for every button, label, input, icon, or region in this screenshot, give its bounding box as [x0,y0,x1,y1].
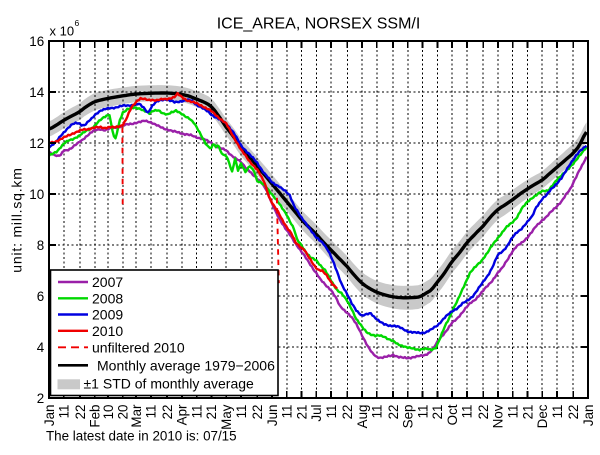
svg-text:22: 22 [476,405,491,420]
svg-text:2009: 2009 [92,307,123,323]
svg-text:21: 21 [430,405,445,420]
svg-text:21: 21 [204,405,219,420]
svg-text:Nov: Nov [491,404,506,428]
svg-text:22: 22 [386,405,401,420]
svg-text:22: 22 [160,405,175,420]
svg-text:11: 11 [370,405,385,419]
svg-text:Apr: Apr [175,404,190,425]
svg-text:22: 22 [250,405,265,420]
svg-text:Jul: Jul [309,404,324,421]
svg-text:Feb: Feb [88,405,103,428]
svg-text:6: 6 [75,18,80,28]
svg-text:±1 STD of monthly average: ±1 STD of monthly average [84,376,255,392]
svg-text:2007: 2007 [92,274,123,290]
svg-text:2: 2 [37,391,44,406]
svg-text:Oct: Oct [445,404,460,425]
svg-text:11: 11 [415,405,430,419]
svg-text:Aug: Aug [355,405,370,429]
svg-text:21: 21 [520,405,535,420]
svg-text:ICE_AREA, NORSEX SSM/I: ICE_AREA, NORSEX SSM/I [217,16,421,33]
svg-text:11: 11 [234,405,249,419]
svg-text:20: 20 [116,405,131,420]
svg-text:4: 4 [37,340,45,355]
svg-text:14: 14 [29,85,44,100]
svg-text:Sep: Sep [401,405,416,429]
svg-text:Mar: Mar [129,404,144,428]
svg-text:unit: mill.sq.km: unit: mill.sq.km [9,167,25,272]
svg-text:May: May [219,404,234,430]
svg-text:6: 6 [37,289,44,304]
svg-text:11: 11 [506,405,521,419]
svg-text:21: 21 [294,405,309,420]
svg-text:Dec: Dec [535,404,550,428]
svg-text:22: 22 [340,405,355,420]
svg-text:22: 22 [566,405,581,420]
svg-text:Jan: Jan [581,405,596,427]
svg-text:11: 11 [324,405,339,419]
svg-text:Jun: Jun [265,405,280,427]
svg-text:x 10: x 10 [50,24,75,39]
svg-text:Jan: Jan [42,405,57,427]
svg-text:2010: 2010 [92,323,123,339]
svg-text:unfiltered 2010: unfiltered 2010 [92,339,185,355]
svg-text:2008: 2008 [92,290,123,306]
svg-text:11: 11 [144,405,159,419]
svg-text:22: 22 [73,405,88,420]
svg-text:11: 11 [550,405,565,419]
svg-text:8: 8 [37,238,44,253]
svg-text:12: 12 [29,136,44,151]
svg-text:10: 10 [101,405,116,420]
svg-text:11: 11 [190,405,205,419]
svg-text:The latest date in 2010 is: 07: The latest date in 2010 is: 07/15 [46,429,237,444]
svg-text:16: 16 [29,34,44,49]
svg-text:11: 11 [460,405,475,419]
svg-text:11: 11 [57,405,72,419]
svg-text:11: 11 [280,405,295,419]
svg-text:Monthly average 1979−2006: Monthly average 1979−2006 [97,357,275,373]
svg-text:10: 10 [29,187,44,202]
